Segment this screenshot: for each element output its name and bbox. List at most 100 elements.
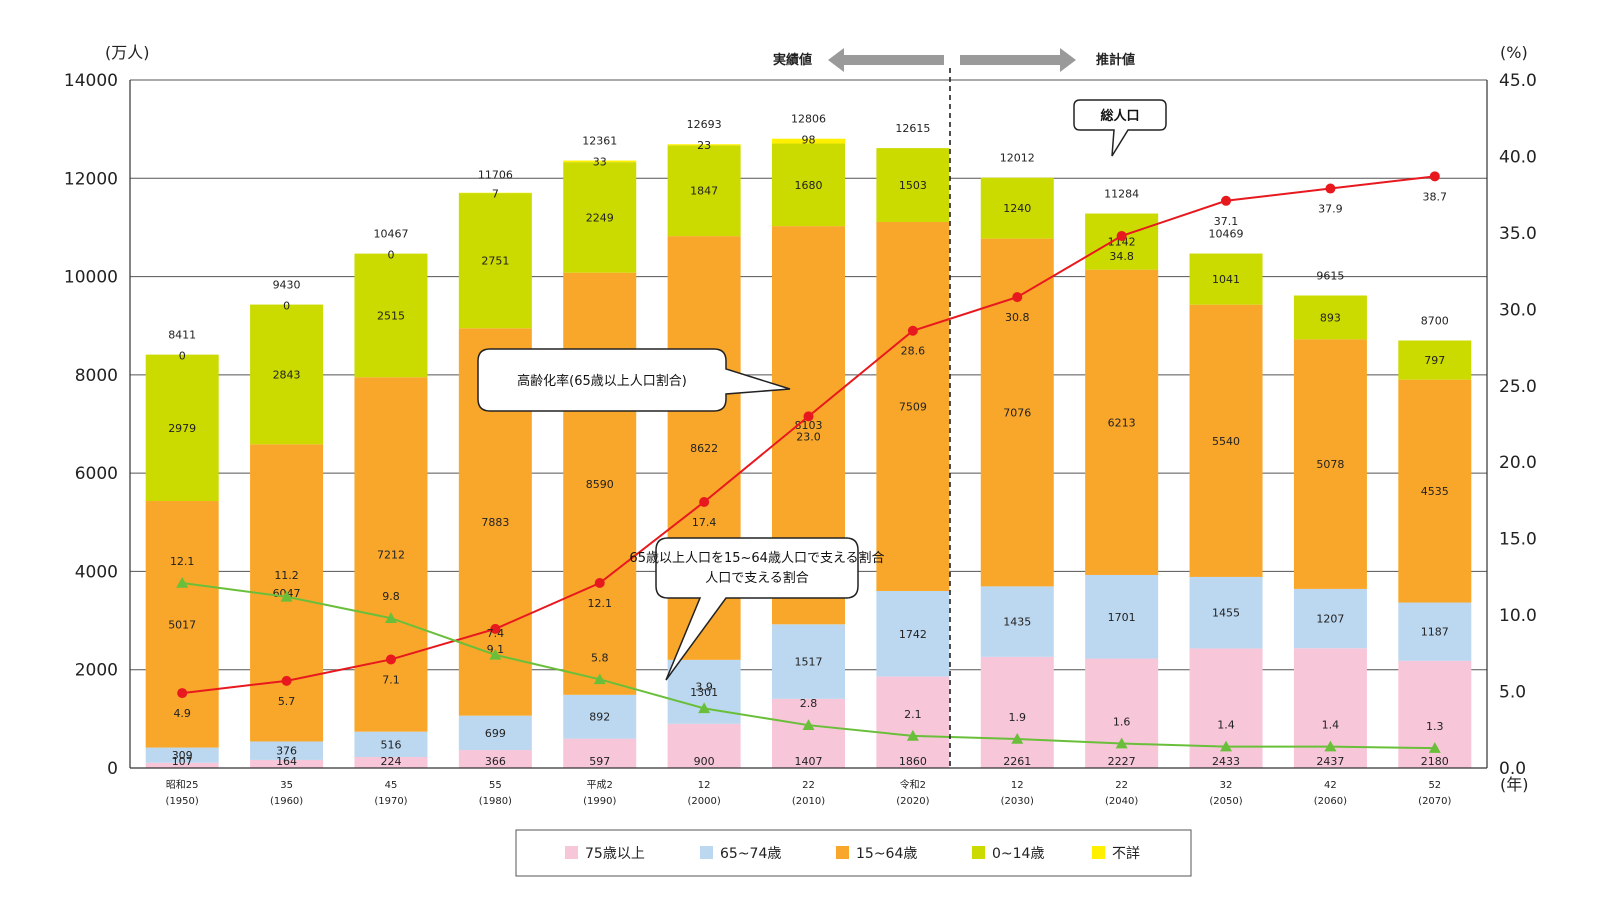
aging-rate-point [699, 496, 710, 507]
segment-value-label: 376 [276, 745, 297, 758]
aging-rate-point [385, 654, 396, 665]
right-tick-label: 20.0 [1499, 453, 1537, 473]
segment-value-label: 1701 [1108, 611, 1136, 624]
bar-segment [1085, 269, 1159, 575]
bar-segment [145, 762, 219, 768]
total-population-label: 総人口 [1100, 108, 1139, 124]
segment-value-label: 7883 [481, 516, 509, 529]
segment-value-label: 2227 [1108, 755, 1136, 768]
segment-value-label: 1517 [795, 656, 823, 669]
unknown-value-label: 7 [492, 188, 499, 201]
bar-segment [458, 715, 532, 751]
axes: 020004000600080001000012000140000.05.010… [64, 71, 1537, 807]
support-ratio-point [1324, 740, 1337, 752]
left-unit-label: (万人) [105, 43, 150, 62]
bar-segment [1189, 304, 1263, 577]
aging-rate-label: 30.8 [1005, 311, 1030, 324]
x-year-label: (2030) [1001, 796, 1034, 807]
aging-rate-point [1325, 183, 1336, 194]
callout-support-ratio: 65歳以上人口を15~64歳人口で支える割合 人口で支える割合 [629, 537, 885, 681]
aging-rate-point [281, 675, 292, 686]
segment-value-label: 1860 [899, 755, 927, 768]
aging-rate-label: 12.1 [587, 597, 612, 610]
x-year-label: (2020) [896, 796, 929, 807]
aging-rate-label: 28.6 [901, 345, 926, 358]
segment-value-label: 6213 [1108, 416, 1136, 429]
support-ratio-value-label: 9.8 [382, 590, 400, 603]
total-label: 9615 [1316, 269, 1344, 282]
lines: 4.95.77.19.112.117.423.028.630.834.837.1… [170, 171, 1447, 753]
aging-rate-point [594, 578, 605, 589]
actual-arrow [828, 48, 944, 72]
segment-value-label: 2433 [1212, 755, 1240, 768]
legend-label: 75歳以上 [585, 846, 645, 862]
segment-value-label: 516 [380, 738, 401, 751]
support-ratio-value-label: 7.4 [487, 627, 505, 640]
x-year-label: (1970) [374, 796, 407, 807]
bar-segment [354, 756, 428, 768]
total-label: 10467 [373, 228, 408, 241]
segment-value-label: 699 [485, 727, 506, 740]
era-indicator: 実績値 推計値 [773, 48, 1135, 768]
segment-value-label: 1187 [1421, 626, 1449, 639]
segment-value-label: 797 [1424, 354, 1445, 367]
right-unit-label: (%) [1500, 43, 1528, 62]
unknown-value-label: 23 [697, 139, 711, 152]
bars [145, 138, 1472, 768]
x-era-label: 12 [1011, 780, 1024, 791]
segment-value-label: 2515 [377, 309, 405, 322]
support-ratio-point [1220, 740, 1233, 752]
x-year-label: (2050) [1209, 796, 1242, 807]
segment-value-label: 2249 [586, 211, 614, 224]
bar-segment [1293, 588, 1367, 649]
unknown-value-label: 0 [283, 300, 290, 313]
segment-value-label: 1301 [690, 686, 718, 699]
aging-rate-label: 23.0 [796, 430, 821, 443]
projected-label: 推計値 [1096, 52, 1135, 68]
segment-value-label: 8590 [586, 478, 614, 491]
x-era-label: 42 [1324, 780, 1337, 791]
bar-segment [1398, 379, 1472, 603]
support-ratio-point [802, 719, 815, 730]
support-ratio-point [698, 702, 711, 714]
bar-segment [1398, 602, 1472, 661]
bar-segment [876, 221, 950, 591]
bar-segment [1293, 339, 1367, 589]
right-tick-label: 5.0 [1499, 683, 1526, 703]
segment-value-label: 2261 [1003, 755, 1031, 768]
bar-segment [667, 145, 741, 237]
left-tick-label: 14000 [64, 71, 118, 91]
x-year-label: (2010) [792, 796, 825, 807]
bar-segment [667, 723, 741, 768]
bar-segment [772, 138, 845, 144]
bar-segment [1189, 576, 1263, 649]
x-era-label: 令和2 [900, 778, 926, 791]
x-era-label: 45 [385, 780, 398, 791]
x-era-label: 平成2 [587, 779, 613, 791]
support-ratio-point [1428, 742, 1441, 753]
bar-segment [250, 741, 324, 760]
support-ratio-label-line2: 人口で支える割合 [705, 570, 809, 586]
segment-value-label: 1240 [1003, 202, 1031, 215]
total-label: 12693 [687, 118, 722, 131]
x-era-label: 32 [1220, 780, 1233, 791]
bar-segment [1189, 253, 1263, 305]
aging-rate-point [907, 325, 918, 336]
bar-segment [1085, 213, 1159, 270]
support-ratio-point [1115, 737, 1128, 749]
x-year-label: (2040) [1105, 796, 1138, 807]
segment-value-label: 1680 [795, 179, 823, 192]
segment-value-label: 893 [1320, 311, 1341, 324]
legend-label: 0~14歳 [992, 846, 1044, 862]
total-label: 11284 [1104, 187, 1139, 200]
segment-value-label: 5017 [168, 618, 196, 631]
legend-swatch [972, 846, 985, 859]
legend-box [515, 829, 1192, 877]
x-year-label: (1960) [270, 796, 303, 807]
support-ratio-value-label: 2.8 [800, 697, 818, 710]
x-year-label: (2070) [1418, 796, 1451, 807]
total-label: 10469 [1209, 228, 1244, 241]
aging-rate-label: 38.7 [1423, 190, 1448, 203]
bar-segment [1293, 295, 1367, 340]
